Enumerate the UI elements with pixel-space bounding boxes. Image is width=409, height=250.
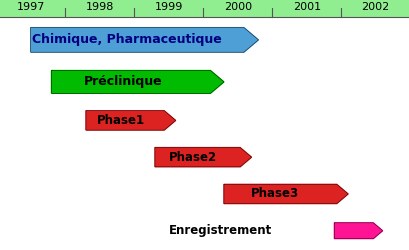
Text: Enregistrement: Enregistrement	[169, 224, 272, 237]
Text: 1998: 1998	[85, 2, 114, 12]
Polygon shape	[31, 28, 258, 52]
Text: 1997: 1997	[17, 2, 45, 12]
FancyBboxPatch shape	[0, 0, 409, 17]
Polygon shape	[52, 70, 224, 93]
Text: 2002: 2002	[362, 2, 390, 12]
Polygon shape	[155, 148, 252, 167]
Text: Préclinique: Préclinique	[84, 76, 162, 88]
Text: Phase2: Phase2	[169, 151, 217, 164]
Polygon shape	[86, 111, 175, 130]
Text: Phase1: Phase1	[97, 114, 145, 127]
Text: Phase3: Phase3	[251, 188, 299, 200]
Text: 2001: 2001	[293, 2, 321, 12]
Polygon shape	[334, 223, 383, 238]
Polygon shape	[224, 184, 348, 204]
Text: Chimique, Pharmaceutique: Chimique, Pharmaceutique	[32, 34, 222, 46]
Text: 2000: 2000	[224, 2, 252, 12]
Text: 1999: 1999	[155, 2, 183, 12]
